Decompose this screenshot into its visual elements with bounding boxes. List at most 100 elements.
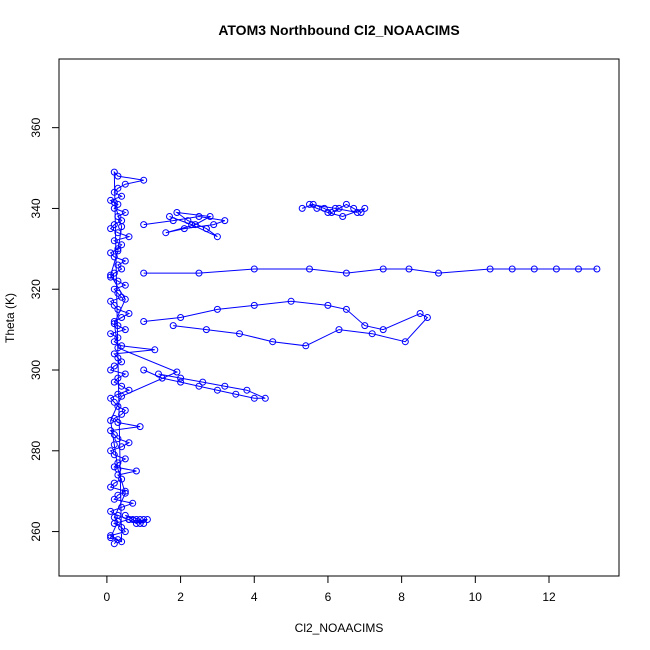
data-point [202,326,210,334]
data-point [350,204,358,212]
data-point [107,366,115,374]
data-point [250,265,258,273]
data-point [155,370,162,378]
data-point [114,354,122,362]
data-point [210,221,218,229]
data-point [162,229,170,237]
data-point [114,344,122,352]
data-point [121,180,129,188]
data-point [287,297,295,305]
data-point [110,285,118,293]
data-point [508,265,516,273]
series-3 [140,265,601,277]
series-1 [140,209,229,241]
data-point [313,204,321,212]
data-point [405,265,413,273]
data-point [125,310,133,317]
data-point [114,261,122,269]
data-point [140,366,148,374]
data-point [110,198,118,206]
x-tick-label: 0 [104,590,111,604]
data-point [114,419,122,426]
data-point [107,427,115,435]
data-point [110,188,118,196]
data-point [107,273,115,281]
data-point [199,378,207,386]
data-point [107,330,115,338]
data-point [107,417,115,424]
data-layer [107,168,601,548]
data-point [435,269,442,277]
data-point [129,499,137,507]
data-point [114,245,122,253]
data-point [110,398,118,406]
data-point [114,518,122,525]
data-point [110,318,118,325]
data-point [114,277,122,285]
data-point [261,394,269,402]
data-point [118,192,126,200]
data-point [121,511,129,519]
data-point [125,386,133,394]
x-axis: 0 2 4 6 8 10 12 [104,575,556,604]
data-point [140,520,148,527]
data-point [335,326,343,334]
data-point [206,213,214,220]
data-point [107,196,115,204]
data-point [221,382,229,390]
data-point [353,209,361,216]
data-point [125,233,133,241]
data-point [309,200,317,208]
y-tick-label: 280 [29,440,43,460]
data-point [107,225,115,233]
chart-title: ATOM3 Northbound Cl2_NOAACIMS [218,22,459,38]
data-point [188,221,196,229]
series-4 [140,297,431,350]
data-point [575,265,582,273]
data-point [110,513,118,521]
data-point [140,221,148,229]
data-point [213,386,221,394]
data-point [132,467,140,475]
data-point [118,293,126,301]
data-point [118,475,126,483]
data-point [184,217,192,225]
data-point [121,326,129,334]
data-point [191,221,199,229]
data-point [221,217,229,225]
data-point [118,358,126,366]
data-point [114,334,122,342]
data-point [169,322,177,330]
series-2 [298,200,369,220]
data-point [132,520,140,527]
data-point [114,491,122,499]
data-point [110,237,118,245]
data-point [107,507,115,515]
data-point [173,368,181,376]
data-point [324,209,332,216]
data-point [121,455,129,463]
data-point [110,441,118,449]
y-tick-label: 360 [29,117,43,137]
data-point [107,271,115,279]
data-point [121,295,129,303]
data-point [118,265,126,273]
x-axis-label: Cl2_NOAACIMS [295,621,384,635]
data-point [107,297,115,305]
data-point [177,378,185,386]
data-point [110,431,118,439]
data-point [107,534,115,542]
data-point [110,495,118,503]
data-point [121,528,129,536]
data-point [110,320,118,328]
data-point [121,489,129,497]
data-point [140,176,148,184]
data-point [136,516,144,523]
data-point [110,463,118,471]
data-point [368,330,376,338]
data-point [118,443,126,451]
data-point [110,168,118,176]
data-point [213,305,221,313]
data-point [121,257,129,265]
data-point [552,265,560,273]
